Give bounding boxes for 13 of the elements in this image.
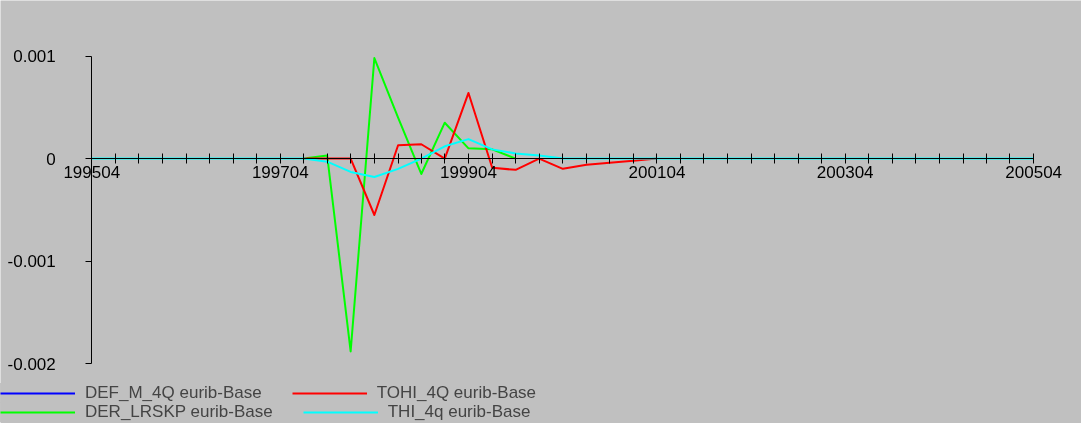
y-tick-label: -0.001: [7, 252, 56, 272]
y-tick-label: 0.001: [13, 47, 56, 67]
y-tick-label: 0: [46, 149, 56, 169]
x-tick-label: 200504: [1005, 162, 1063, 182]
x-tick-label: 199704: [251, 162, 309, 182]
x-tick-label: 199904: [440, 162, 497, 182]
x-tick-label: 200304: [816, 162, 874, 182]
y-tick-label: -0.002: [7, 354, 56, 374]
x-tick-label: 200104: [628, 162, 686, 182]
legend-label: DER_LRSKP eurib-Base: [85, 402, 273, 422]
legend-label: TOHI_4Q eurib-Base: [376, 383, 537, 403]
legend-label: THI_4q eurib-Base: [387, 402, 531, 422]
legend-label: DEF_M_4Q eurib-Base: [85, 383, 262, 403]
